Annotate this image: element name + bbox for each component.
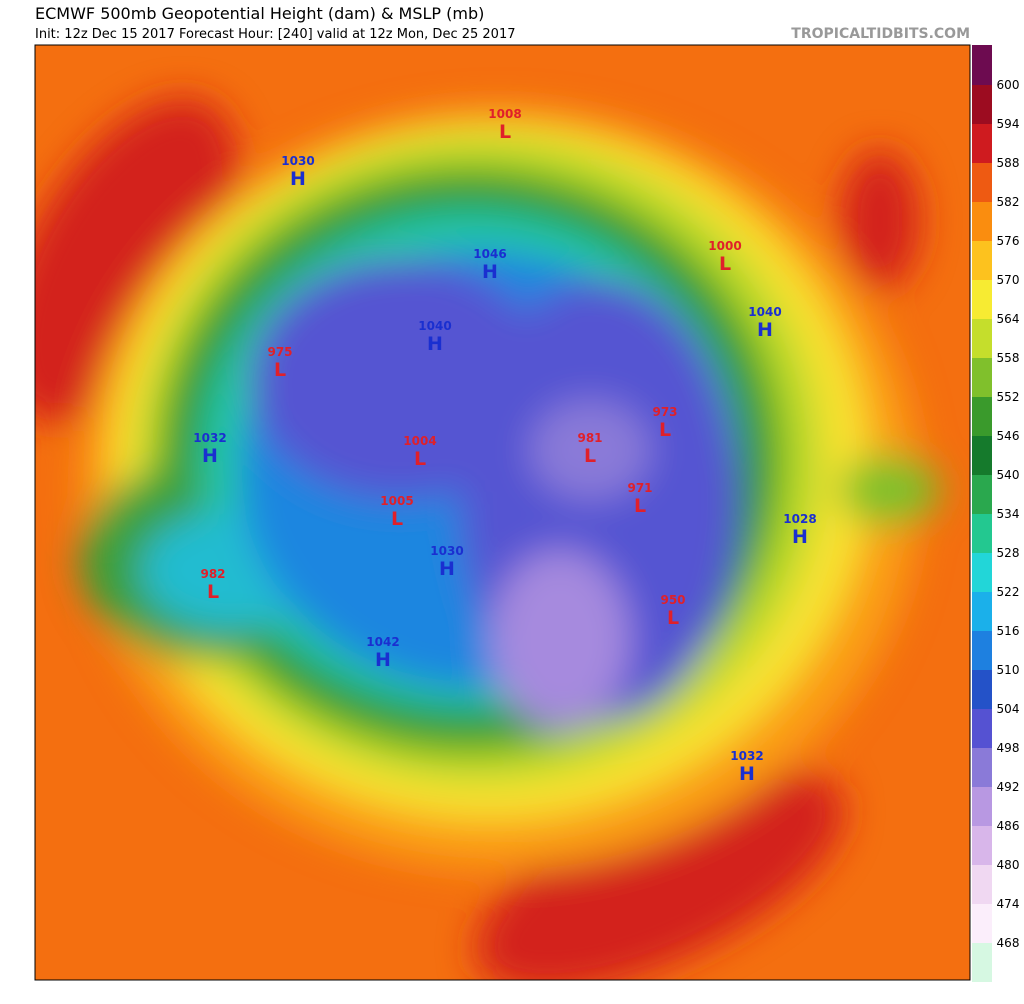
center-letter: L [207,581,219,603]
colorbar-segment [972,670,992,709]
colorbar-segment [972,592,992,631]
center-pressure: 1000 [708,239,741,253]
center-pressure: 1005 [380,494,413,508]
center-pressure: 975 [267,345,292,359]
colorbar-label: 480 [997,858,1020,872]
center-letter: H [202,445,218,467]
title: ECMWF 500mb Geopotential Height (dam) & … [35,4,484,23]
pressure-centers: 1008L1030H1046H1000L1040H975L1040H1032H1… [193,107,816,785]
center-letter: H [439,558,455,580]
center-pressure: 950 [660,593,685,607]
colorbar-segment [972,787,992,826]
colorbar-segment [972,45,992,85]
center-letter: H [290,168,306,190]
colorbar-segment [972,943,992,982]
height-field [35,45,970,980]
colorbar-segment [972,202,992,241]
center-letter: L [499,121,511,143]
colorbar-label: 558 [997,351,1020,365]
map-frame [34,44,971,981]
colorbar-label: 468 [997,936,1020,950]
colorbar-label: 498 [997,741,1020,755]
center-pressure: 971 [627,481,652,495]
colorbar-segment [972,865,992,904]
center-letter: L [634,495,646,517]
center-letter: H [757,319,773,341]
center-pressure: 1008 [488,107,521,121]
colorbar-segment [972,553,992,592]
colorbar-label: 492 [997,780,1020,794]
colorbar-label: 486 [997,819,1020,833]
colorbar: 600 594 588 582 576 570 564 558 552 546 540 534 528 5… [972,45,1019,982]
center-letter: H [739,763,755,785]
center-pressure: 1032 [193,431,226,445]
colorbar-label: 582 [997,195,1020,209]
center-letter: L [659,419,671,441]
center-pressure: 973 [652,405,677,419]
colorbar-label: 522 [997,585,1020,599]
colorbar-label: 534 [997,507,1020,521]
colorbar-label: 600 [997,78,1020,92]
colorbar-segment [972,475,992,514]
colorbar-segment [972,904,992,943]
colorbar-label: 516 [997,624,1020,638]
center-letter: H [375,649,391,671]
center-letter: H [427,333,443,355]
subtitle: Init: 12z Dec 15 2017 Forecast Hour: [24… [35,27,515,42]
colorbar-segment [972,85,992,124]
colorbar-segment [972,514,992,553]
colorbar-segment [972,436,992,475]
center-letter: L [391,508,403,530]
colorbar-segment [972,397,992,436]
colorbar-label: 576 [997,234,1020,248]
center-letter: L [414,448,426,470]
center-letter: H [792,526,808,548]
colorbar-segment [972,163,992,202]
colorbar-label: 540 [997,468,1020,482]
colorbar-segment [972,319,992,358]
colorbar-label: 504 [997,702,1020,716]
colorbar-label: 552 [997,390,1020,404]
colorbar-label: 546 [997,429,1020,443]
center-pressure: 1042 [366,635,399,649]
colorbar-segment [972,280,992,319]
colorbar-label: 528 [997,546,1020,560]
center-pressure: 1040 [418,319,451,333]
colorbar-label: 564 [997,312,1020,326]
colorbar-label: 588 [997,156,1020,170]
center-pressure: 1040 [748,305,781,319]
center-pressure: 1028 [783,512,816,526]
colorbar-segment [972,826,992,865]
colorbar-segment [972,631,992,670]
colorbar-label: 570 [997,273,1020,287]
center-pressure: 981 [577,431,602,445]
center-pressure: 1032 [730,749,763,763]
center-pressure: 1030 [281,154,314,168]
colorbar-label: 594 [997,117,1020,131]
center-pressure: 1004 [403,434,436,448]
center-letter: L [584,445,596,467]
colorbar-label: 474 [997,897,1020,911]
center-pressure: 1030 [430,544,463,558]
colorbar-segment [972,709,992,748]
colorbar-segment [972,358,992,397]
colorbar-segment [972,124,992,163]
colorbar-label: 510 [997,663,1020,677]
center-pressure: 982 [200,567,225,581]
center-pressure: 1046 [473,247,506,261]
center-letter: L [274,359,286,381]
colorbar-segment [972,241,992,280]
center-letter: L [719,253,731,275]
credit: TROPICALTIDBITS.COM [791,26,970,42]
center-letter: L [667,607,679,629]
colorbar-segment [972,748,992,787]
center-letter: H [482,261,498,283]
